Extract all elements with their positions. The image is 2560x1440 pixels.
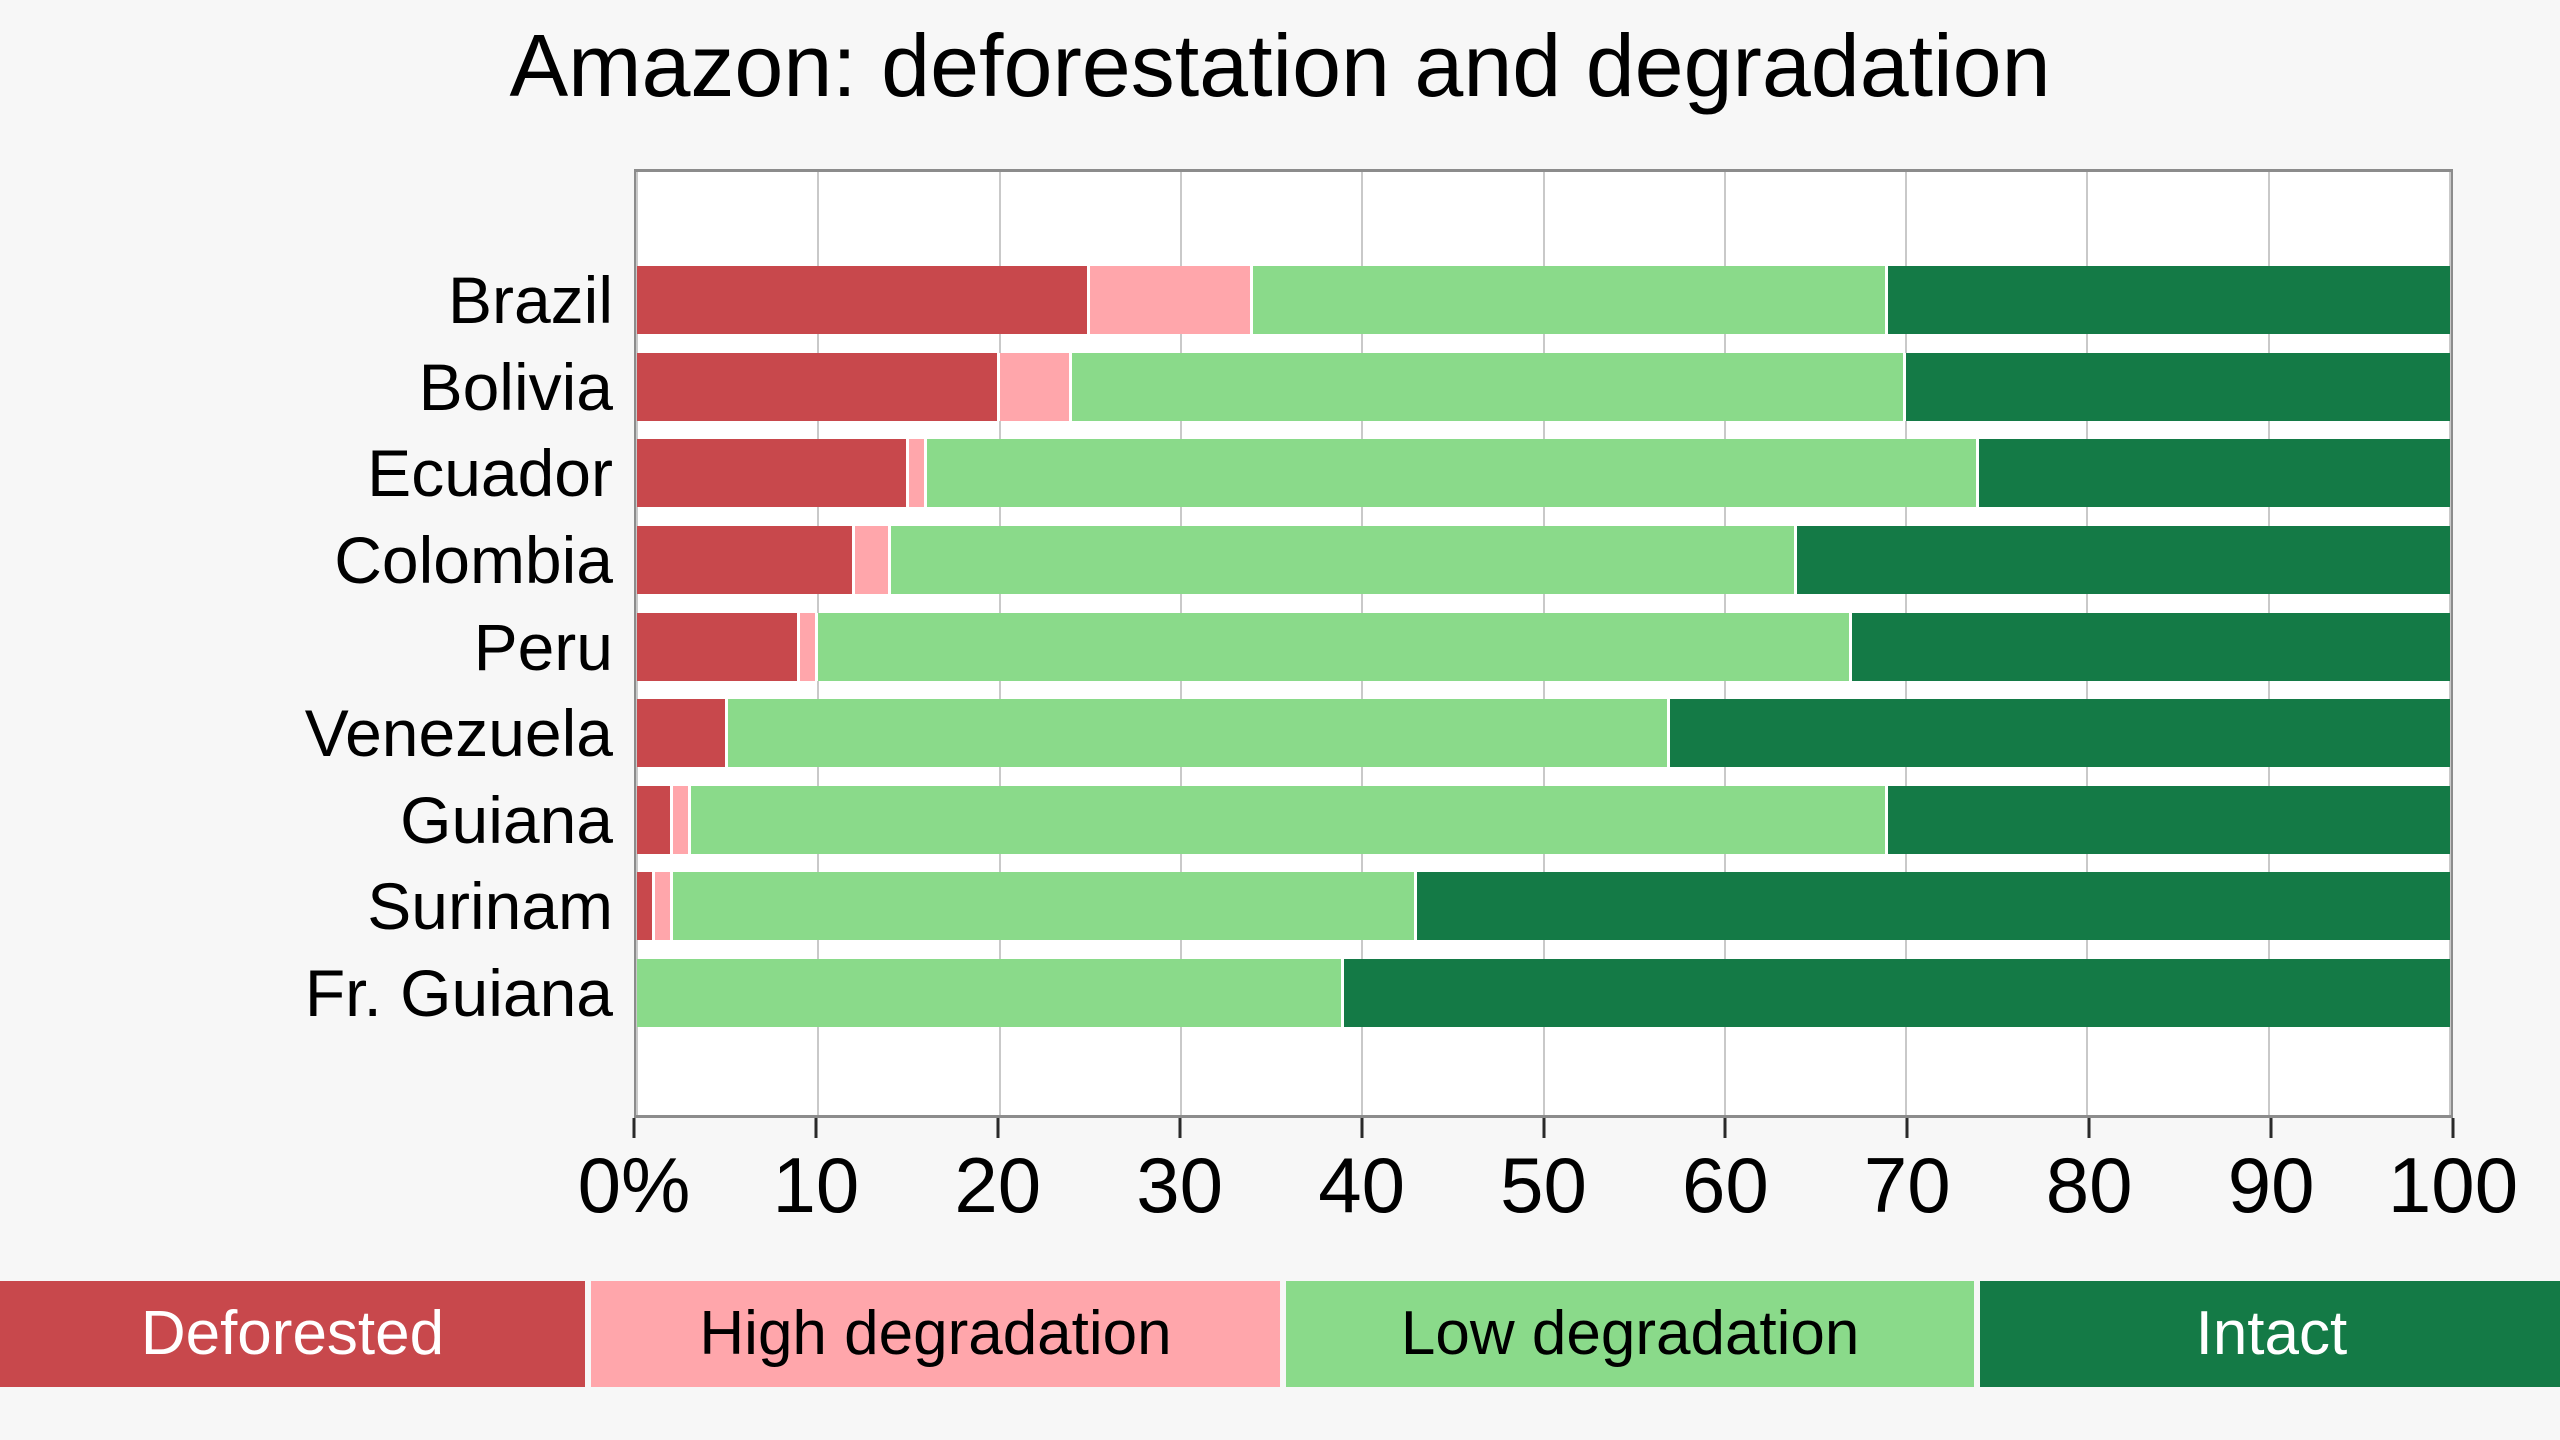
- bar-segment-deforested: [637, 439, 909, 508]
- x-tick-label: 80: [2045, 1141, 2133, 1229]
- category-label: Colombia: [334, 522, 613, 597]
- x-axis-ticks: [632, 1118, 2455, 1140]
- x-tick-label: 10: [772, 1141, 860, 1229]
- legend-item-high-degradation: High degradation: [590, 1281, 1281, 1387]
- category-label: Ecuador: [367, 436, 613, 511]
- bar-segment-intact: [1851, 612, 2450, 681]
- bar-row-brazil: Brazil: [448, 266, 2450, 334]
- category-label: Guiana: [400, 782, 613, 857]
- x-tick-label: 90: [2227, 1141, 2315, 1229]
- x-tick: [1905, 1118, 1909, 1138]
- chart-title: Amazon: deforestation and degradation: [509, 16, 2051, 115]
- bar-row-surinam: Surinam: [367, 872, 2450, 941]
- bar-segment-deforested: [637, 612, 801, 681]
- x-axis-tick-labels: 0% 10 20 30 40 50 60 70 80 90 100: [578, 1141, 2518, 1236]
- bar-segment-low-degradation: [637, 959, 1345, 1027]
- bar-segment-deforested: [637, 699, 728, 768]
- bar-segment-low-degradation: [818, 612, 1852, 681]
- x-tick-label: 30: [1136, 1141, 1224, 1229]
- bar-segment-high-degradation: [673, 785, 692, 854]
- plot-area: Brazil Bolivia Ecuador Colombia Peru Venezuel…: [305, 169, 2453, 1118]
- x-tick-label: 70: [1863, 1141, 1951, 1229]
- bar-segment-deforested: [637, 872, 656, 941]
- bar-segment-low-degradation: [673, 872, 1417, 941]
- bar-row-colombia: Colombia: [334, 525, 2450, 594]
- bar-segment-low-degradation: [1253, 266, 1888, 334]
- legend-item-low-degradation: Low degradation: [1286, 1281, 1975, 1387]
- bar-segment-deforested: [637, 785, 674, 854]
- bar-segment-high-degradation: [854, 525, 891, 594]
- x-tick-label: 20: [954, 1141, 1042, 1229]
- bar-segment-intact: [1906, 352, 2450, 421]
- bar-segment-high-degradation: [800, 612, 819, 681]
- category-label: Surinam: [367, 869, 613, 944]
- x-tick-label: 0%: [577, 1141, 691, 1229]
- bar-segment-intact: [1978, 439, 2450, 508]
- bar-segment-low-degradation: [890, 525, 1798, 594]
- bar-rows: Brazil Bolivia Ecuador Colombia Peru Venezuel…: [305, 172, 2450, 1115]
- x-tick: [2269, 1118, 2273, 1138]
- bar-segment-deforested: [637, 352, 1000, 421]
- bar-row-peru: Peru: [474, 612, 2450, 681]
- bar-segment-intact: [1344, 959, 2450, 1027]
- bar-row-venezuela: Venezuela: [305, 699, 2450, 768]
- bar-segment-high-degradation: [908, 439, 928, 508]
- bar-segment-intact: [1416, 872, 2450, 941]
- bar-segment-low-degradation: [1072, 352, 1907, 421]
- x-tick: [1360, 1118, 1364, 1138]
- bar-segment-deforested: [637, 525, 855, 594]
- x-tick: [996, 1118, 1000, 1138]
- x-tick-label: 60: [1682, 1141, 1769, 1229]
- bar-segment-intact: [1797, 525, 2450, 594]
- x-tick: [1723, 1118, 1727, 1138]
- bar-segment-low-degradation: [927, 439, 1979, 508]
- category-label: Brazil: [447, 263, 613, 337]
- legend: Deforested High degradation Low degradatio…: [0, 1281, 2560, 1387]
- bar-segment-low-degradation: [691, 785, 1888, 854]
- category-label: Fr. Guiana: [304, 956, 613, 1030]
- bar-row-bolivia: Bolivia: [419, 352, 2450, 421]
- bar-segment-low-degradation: [727, 699, 1671, 768]
- x-tick: [632, 1118, 636, 1138]
- bar-row-ecuador: Ecuador: [367, 439, 2450, 508]
- bar-row-guiana: Guiana: [400, 785, 2450, 854]
- bar-segment-high-degradation: [1090, 266, 1254, 334]
- bar-segment-intact: [1887, 266, 2450, 334]
- bar-segment-deforested: [637, 266, 1091, 334]
- x-tick-label: 50: [1500, 1141, 1587, 1229]
- category-label: Venezuela: [304, 696, 613, 771]
- gridline-100: [2449, 172, 2451, 1115]
- category-label: Peru: [473, 609, 613, 684]
- legend-item-intact: Intact: [1980, 1281, 2560, 1387]
- x-tick-label: 40: [1318, 1141, 1405, 1229]
- bar-segment-high-degradation: [999, 352, 1073, 421]
- bar-segment-high-degradation: [655, 872, 674, 941]
- x-tick-label: 100: [2387, 1141, 2519, 1229]
- bar-segment-intact: [1670, 699, 2450, 768]
- category-label: Bolivia: [418, 349, 613, 424]
- x-tick: [1542, 1118, 1545, 1138]
- legend-item-deforested: Deforested: [0, 1281, 585, 1387]
- x-tick: [2451, 1118, 2455, 1138]
- bar-segment-intact: [1887, 785, 2450, 854]
- bar-row-fr-guiana: Fr. Guiana: [305, 959, 2450, 1027]
- x-tick: [1178, 1118, 1182, 1138]
- x-tick: [814, 1118, 818, 1138]
- x-tick: [2087, 1118, 2091, 1138]
